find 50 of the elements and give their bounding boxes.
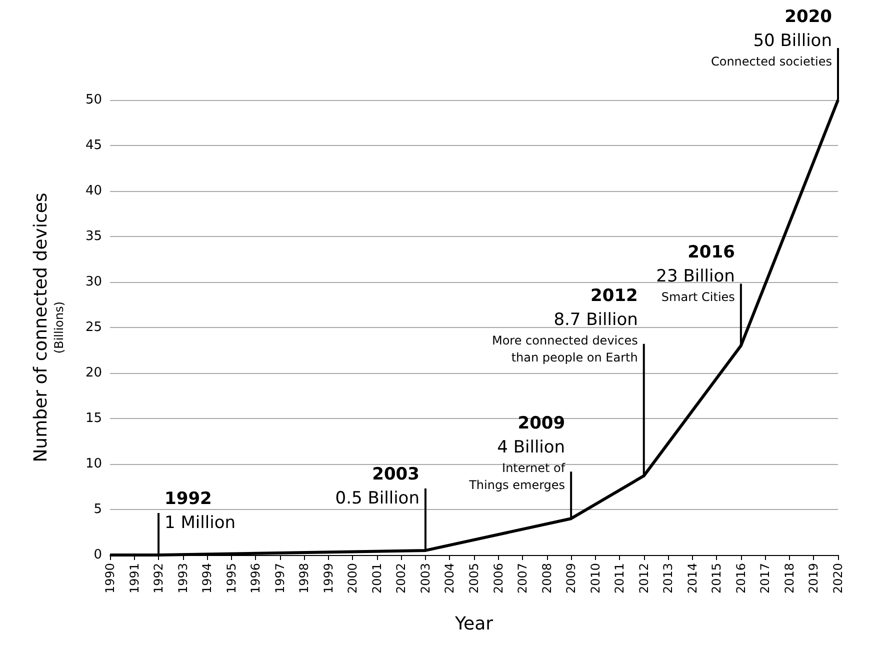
- x-tick-label: 2019: [806, 563, 821, 594]
- x-tick-label: 2013: [661, 563, 676, 594]
- y-tick-label: 40: [85, 184, 102, 198]
- x-tick-label: 2001: [370, 563, 384, 594]
- x-tick-label: 2007: [516, 563, 530, 594]
- y-tick-label: 50: [85, 92, 102, 108]
- y-tick-label: 35: [85, 229, 102, 244]
- x-tick-label: 1994: [200, 563, 214, 594]
- x-tick-label: 2003: [418, 563, 432, 594]
- x-tick-label: 2011: [612, 563, 627, 594]
- x-tick-label: 1992: [152, 563, 166, 594]
- x-axis-title: Year: [454, 614, 494, 634]
- x-tick-label: 2002: [394, 563, 408, 594]
- y-tick-label: 45: [85, 138, 102, 153]
- x-tick-label: 2009: [564, 563, 578, 594]
- y-tick-label: 15: [85, 411, 102, 426]
- x-tick-label: 1998: [297, 563, 312, 594]
- y-tick-label: 5: [94, 502, 102, 517]
- x-tick-label: 2017: [758, 563, 772, 594]
- x-tick-label: 2016: [734, 563, 748, 594]
- x-tick-label: 2008: [540, 563, 554, 594]
- y-tick-label: 10: [85, 456, 102, 472]
- x-tick-label: 2018: [782, 563, 796, 594]
- x-tick-label: 1995: [224, 563, 238, 594]
- y-axis-title: Number of connected devices (Billions): [30, 192, 66, 462]
- annotation: 2009 4 Billion Internet of Things emerges: [468, 414, 566, 492]
- annotation: 2003 0.5 Billion: [335, 464, 420, 508]
- x-tick-label: 2006: [491, 563, 506, 594]
- x-tick-label: 2005: [467, 563, 481, 594]
- x-tick-label: 1993: [176, 563, 190, 594]
- x-tick-label: 1990: [103, 563, 117, 594]
- x-tick-label: 1991: [127, 563, 142, 594]
- y-tick-label: 30: [85, 274, 102, 290]
- x-tick-label: 2000: [346, 563, 360, 594]
- annotation: 2016 23 Billion Smart Cities: [656, 242, 735, 304]
- x-tick-label: 2015: [710, 563, 724, 594]
- y-tick-label: 20: [85, 366, 102, 380]
- x-tick-label: 1999: [321, 563, 336, 594]
- y-tick-label: 0: [94, 548, 102, 562]
- annotation: 1992 1 Million: [164, 489, 236, 533]
- x-tick-label: 2010: [588, 563, 602, 594]
- y-tick-label: 25: [85, 320, 102, 335]
- annotation: 2020 50 Billion Connected societies: [710, 7, 832, 68]
- x-tick-label: 1996: [248, 563, 263, 594]
- x-tick-label: 2004: [442, 563, 457, 594]
- x-tick-label: 2020: [831, 563, 845, 594]
- x-tick-label: 1997: [272, 563, 287, 594]
- x-tick-label: 2014: [685, 563, 700, 594]
- annotation: 2012 8.7 Billion More connected devices than people on Earth: [492, 286, 638, 364]
- x-tick-label: 2012: [636, 563, 651, 594]
